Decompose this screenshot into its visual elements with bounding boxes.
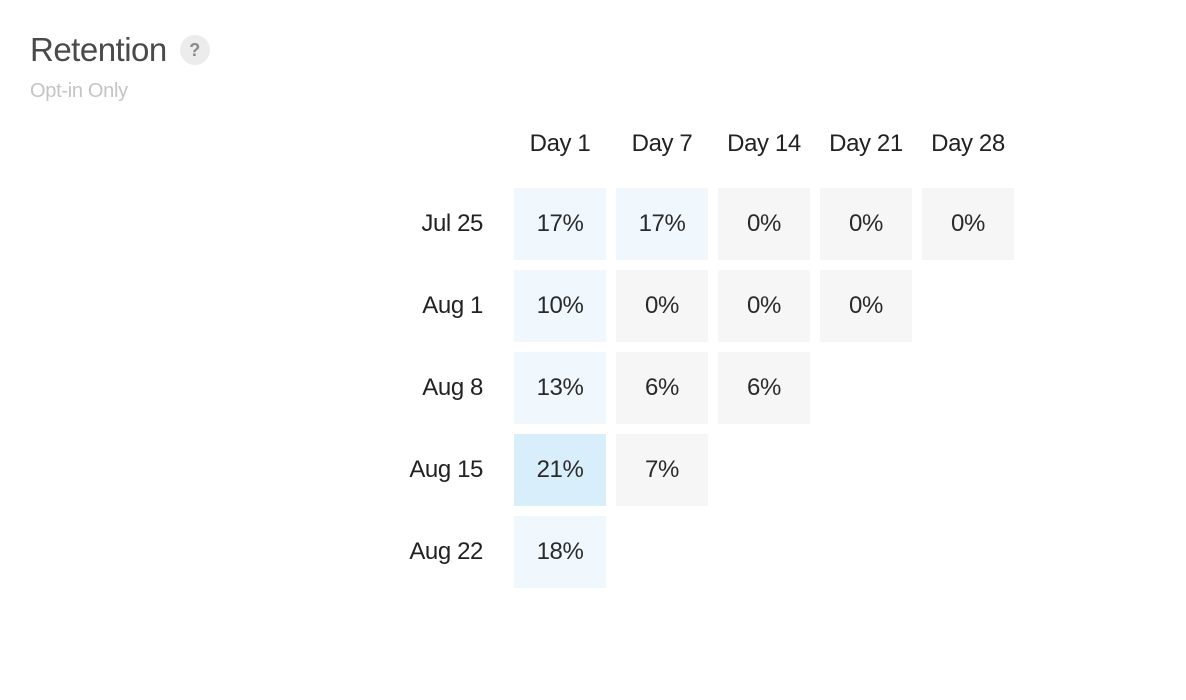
retention-cell[interactable]: 0% (718, 270, 810, 342)
retention-cell[interactable]: 0% (820, 188, 912, 260)
retention-cell[interactable]: 0% (820, 270, 912, 342)
column-header: Day 7 (631, 130, 693, 157)
retention-cell[interactable]: 6% (718, 352, 810, 424)
column-header: Day 1 (529, 130, 591, 157)
cohort-label: Aug 8 (422, 374, 483, 401)
retention-cell[interactable]: 21% (514, 434, 606, 506)
retention-cell[interactable]: 7% (616, 434, 708, 506)
retention-cell[interactable]: 17% (514, 188, 606, 260)
retention-cell[interactable]: 0% (616, 270, 708, 342)
column-header: Day 21 (829, 130, 903, 157)
column-header: Day 28 (931, 130, 1005, 157)
cohort-label: Aug 22 (409, 538, 483, 565)
subtitle: Opt-in Only (30, 80, 128, 102)
help-icon[interactable]: ? (179, 35, 210, 65)
title-row: Retention ? (30, 28, 210, 72)
retention-cell[interactable]: 17% (616, 188, 708, 260)
retention-cell[interactable]: 6% (616, 352, 708, 424)
retention-cell[interactable]: 0% (718, 188, 810, 260)
retention-cell[interactable]: 10% (514, 270, 606, 342)
retention-cell[interactable]: 13% (514, 352, 606, 424)
column-header: Day 14 (727, 130, 801, 157)
retention-cell[interactable]: 18% (514, 516, 606, 588)
cohort-label: Aug 15 (409, 456, 483, 483)
retention-cell[interactable]: 0% (922, 188, 1014, 260)
cohort-label: Aug 1 (422, 292, 483, 319)
page-title: Retention (30, 31, 167, 68)
cohort-label: Jul 25 (421, 210, 483, 237)
header: Retention ? Opt-in Only (30, 28, 210, 103)
